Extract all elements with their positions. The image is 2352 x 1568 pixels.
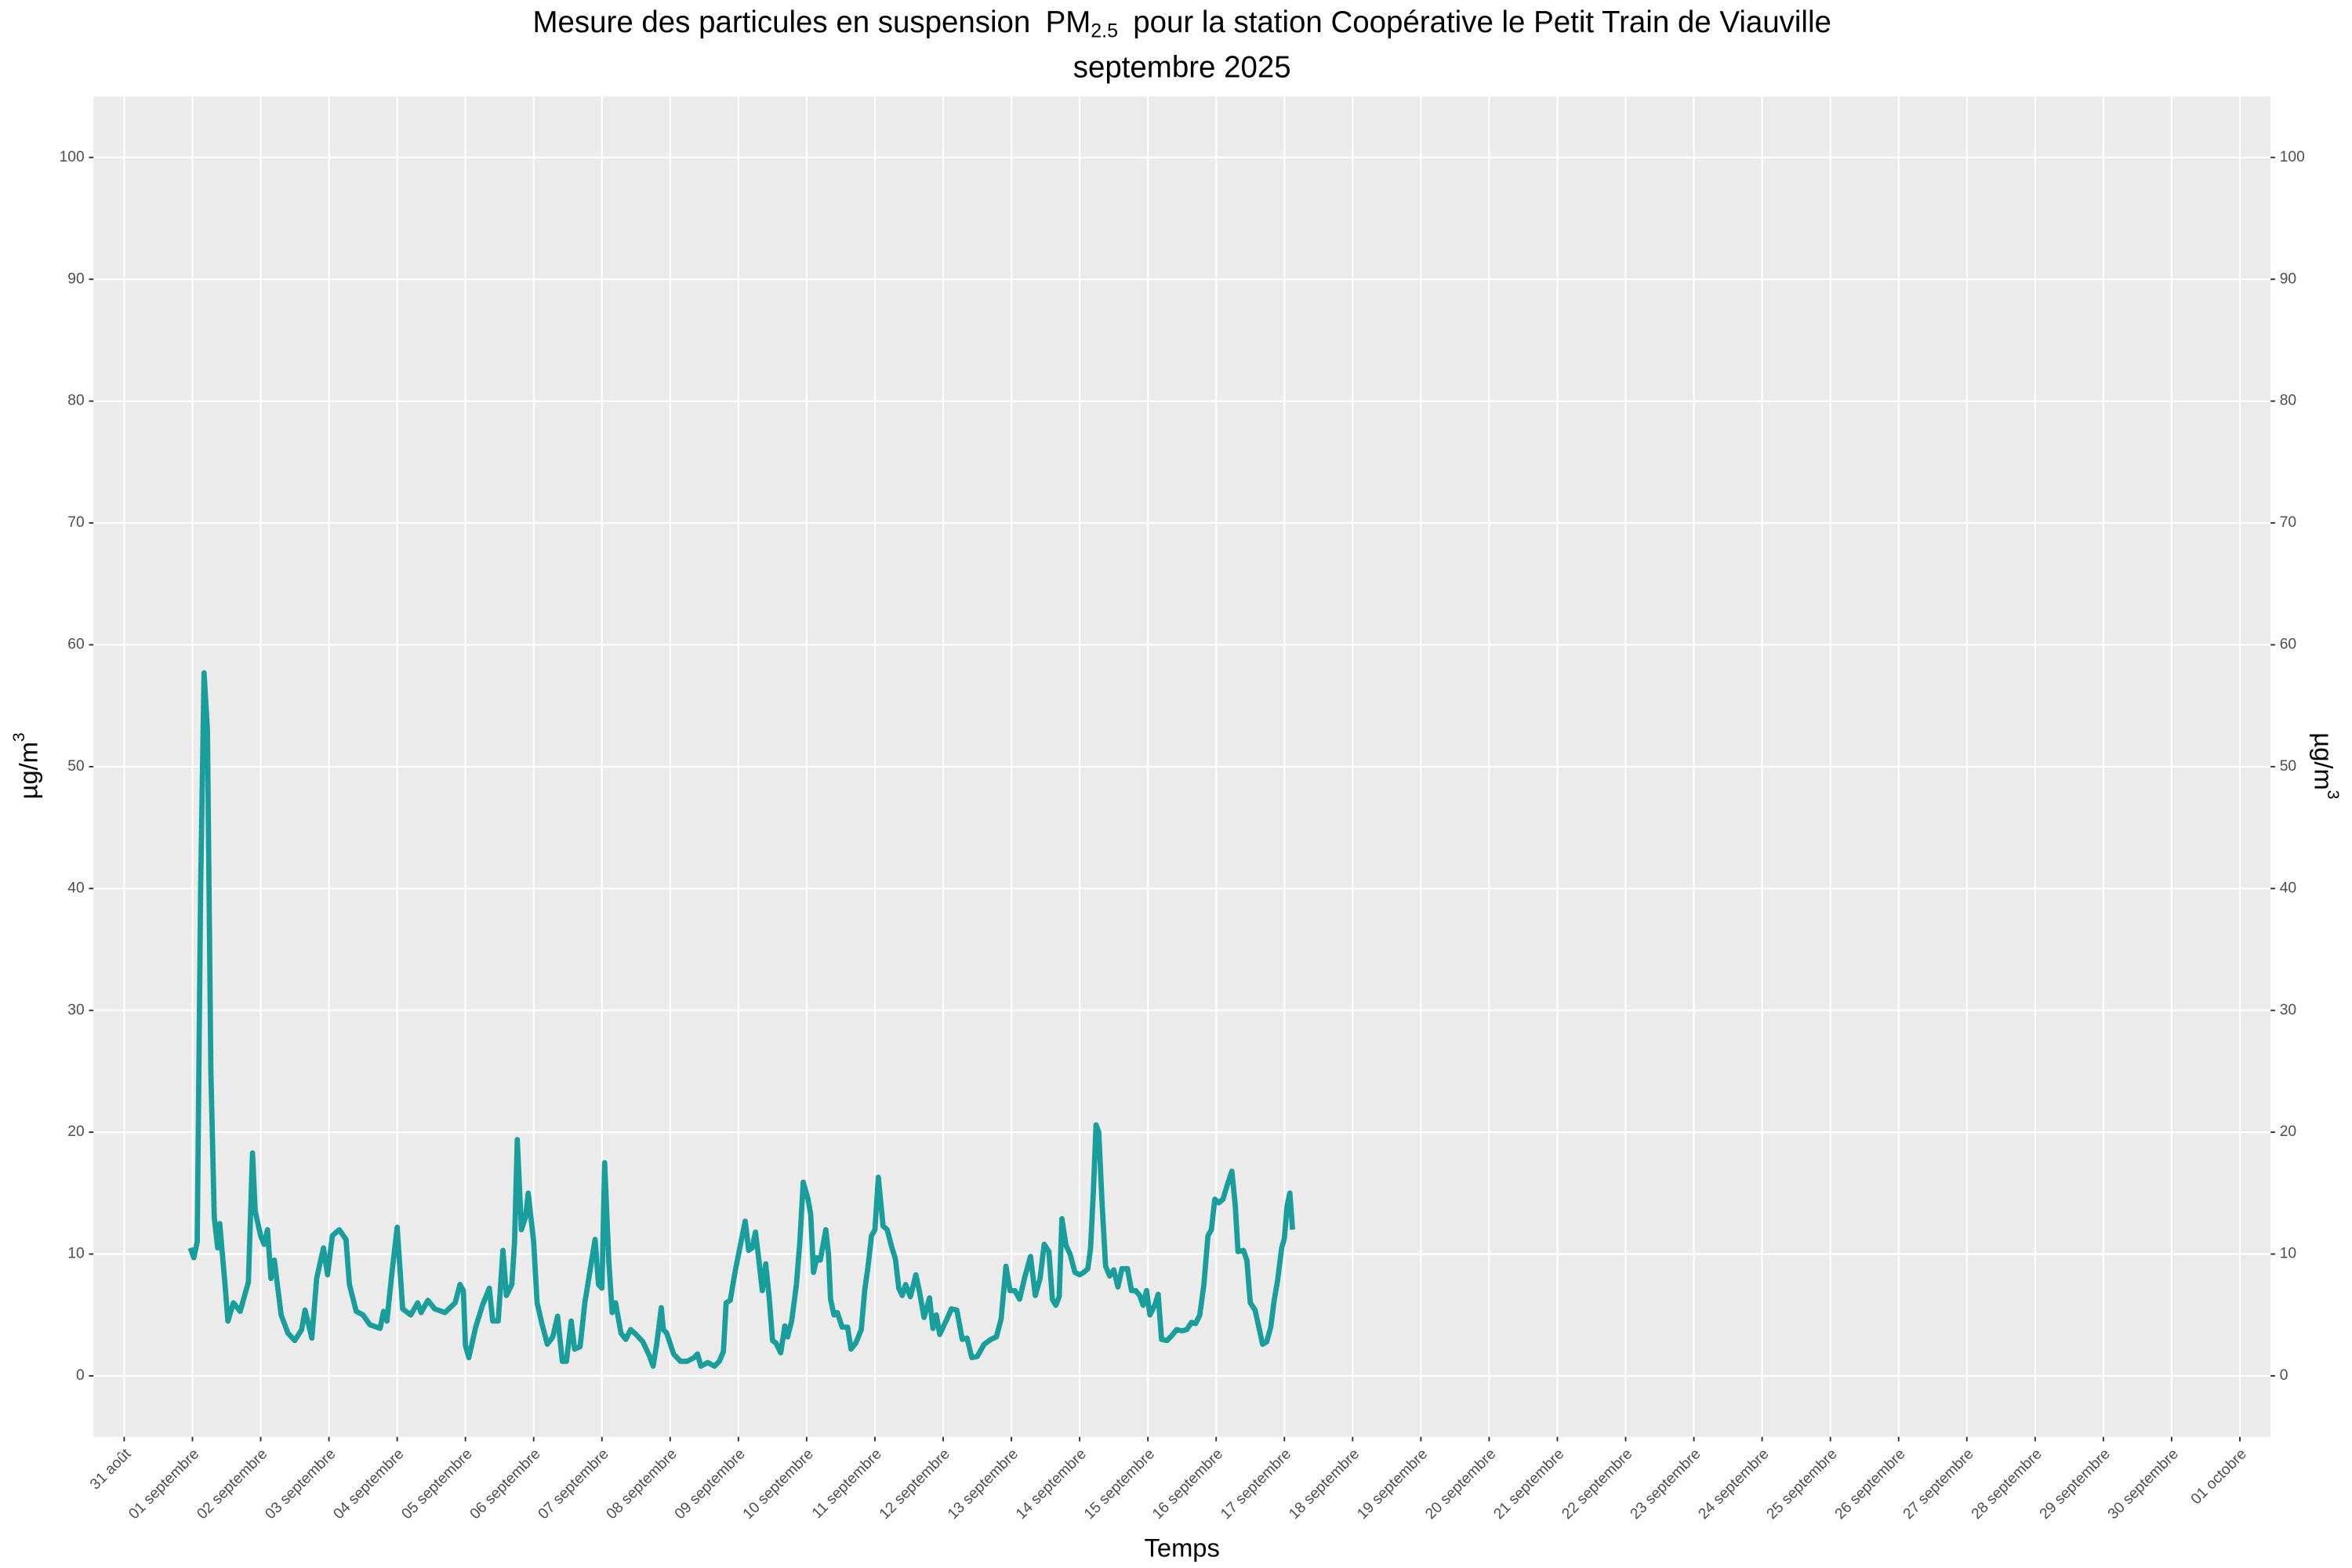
- chart-title: Mesure des particules en suspension PM2.5…: [532, 5, 1831, 42]
- y-axis-label: µg/m3: [10, 732, 43, 799]
- data-line: [187, 670, 1296, 1369]
- chart-subtitle: septembre 2025: [1073, 51, 1291, 85]
- x-tick-label: 06 septembre: [467, 1446, 544, 1523]
- y-tick-label: 100: [60, 149, 85, 165]
- y-tick-label: 70: [67, 514, 84, 531]
- x-tick-label: 01 octobre: [2188, 1446, 2250, 1508]
- x-tick-label: 09 septembre: [672, 1446, 749, 1523]
- x-tick-label: 08 septembre: [604, 1446, 681, 1523]
- y2-tick-label: 20: [2280, 1123, 2296, 1140]
- x-tick-label: 12 septembre: [877, 1446, 953, 1523]
- x-axis-label: Temps: [1145, 1534, 1220, 1563]
- x-tick-label: 30 septembre: [2105, 1446, 2182, 1523]
- title-sub: 2.5: [1091, 20, 1118, 42]
- title-part: PM: [1046, 5, 1091, 39]
- plot: [187, 670, 1296, 1369]
- x-tick-label: 27 septembre: [1900, 1446, 1977, 1523]
- x-tick-label: 04 septembre: [331, 1446, 408, 1523]
- x-tick-label: 16 septembre: [1149, 1446, 1226, 1523]
- y2-tick-label: 100: [2280, 149, 2305, 165]
- title-part: pour la station Coopérative le Petit Tra…: [1133, 5, 1831, 39]
- x-tick-label: 29 septembre: [2037, 1446, 2114, 1523]
- y-tick-label: 50: [67, 758, 84, 775]
- x-tick-label: 15 septembre: [1081, 1446, 1158, 1523]
- y-tick-label: 90: [67, 270, 84, 287]
- x-tick-label: 23 septembre: [1628, 1446, 1704, 1523]
- y-tick-label: 80: [67, 393, 84, 409]
- x-tick-label: 21 septembre: [1490, 1446, 1567, 1523]
- y-tick-label: 40: [67, 880, 84, 896]
- y2-tick-label: 90: [2280, 270, 2296, 287]
- y2-tick-label: 60: [2280, 637, 2296, 653]
- x-tick-label: 18 septembre: [1286, 1446, 1363, 1523]
- y2-tick-label: 40: [2280, 880, 2296, 896]
- x-tick-label: 10 septembre: [740, 1446, 817, 1523]
- x-tick-label: 07 septembre: [535, 1446, 612, 1523]
- y-label-sup: 3: [10, 732, 28, 742]
- y2-axis-label: µg/m3: [2310, 732, 2343, 799]
- y-label-text: µg/m: [13, 742, 42, 799]
- y-tick-label: 0: [76, 1367, 85, 1384]
- x-tick-label: 19 septembre: [1354, 1446, 1431, 1523]
- x-tick-label: 22 septembre: [1559, 1446, 1635, 1523]
- x-tick-label: 03 septembre: [262, 1446, 339, 1523]
- title-part: Mesure des particules en suspension: [532, 5, 1030, 39]
- x-tick-label: 31 août: [87, 1446, 135, 1494]
- y-tick-label: 30: [67, 1002, 84, 1018]
- x-tick-label: 14 septembre: [1013, 1446, 1090, 1523]
- x-tick-label: 01 septembre: [125, 1446, 202, 1523]
- y-tick-label: 20: [67, 1123, 84, 1140]
- y-tick-label: 60: [67, 637, 84, 653]
- x-tick-label: 28 septembre: [1969, 1446, 2045, 1523]
- x-tick-label: 05 septembre: [399, 1446, 476, 1523]
- y-tick-label: 10: [67, 1246, 84, 1262]
- y2-tick-label: 50: [2280, 758, 2296, 775]
- x-tick-label: 13 septembre: [945, 1446, 1022, 1523]
- x-tick-label: 24 septembre: [1696, 1446, 1773, 1523]
- y2-tick-label: 80: [2280, 393, 2296, 409]
- y2-tick-label: 30: [2280, 1002, 2296, 1018]
- x-tick-label: 02 septembre: [194, 1446, 270, 1523]
- y2-label-sup: 3: [2324, 790, 2342, 800]
- y2-label-text: µg/m: [2310, 732, 2339, 789]
- x-tick-label: 20 septembre: [1422, 1446, 1499, 1523]
- x-tick-label: 26 septembre: [1832, 1446, 1909, 1523]
- y2-tick-label: 10: [2280, 1246, 2296, 1262]
- x-tick-label: 11 septembre: [809, 1446, 885, 1522]
- x-tick-label: 25 septembre: [1764, 1446, 1841, 1523]
- grid: [93, 96, 2271, 1437]
- y2-tick-label: 70: [2280, 514, 2296, 531]
- y2-tick-label: 0: [2280, 1367, 2288, 1384]
- x-tick-label: 17 septembre: [1218, 1446, 1294, 1523]
